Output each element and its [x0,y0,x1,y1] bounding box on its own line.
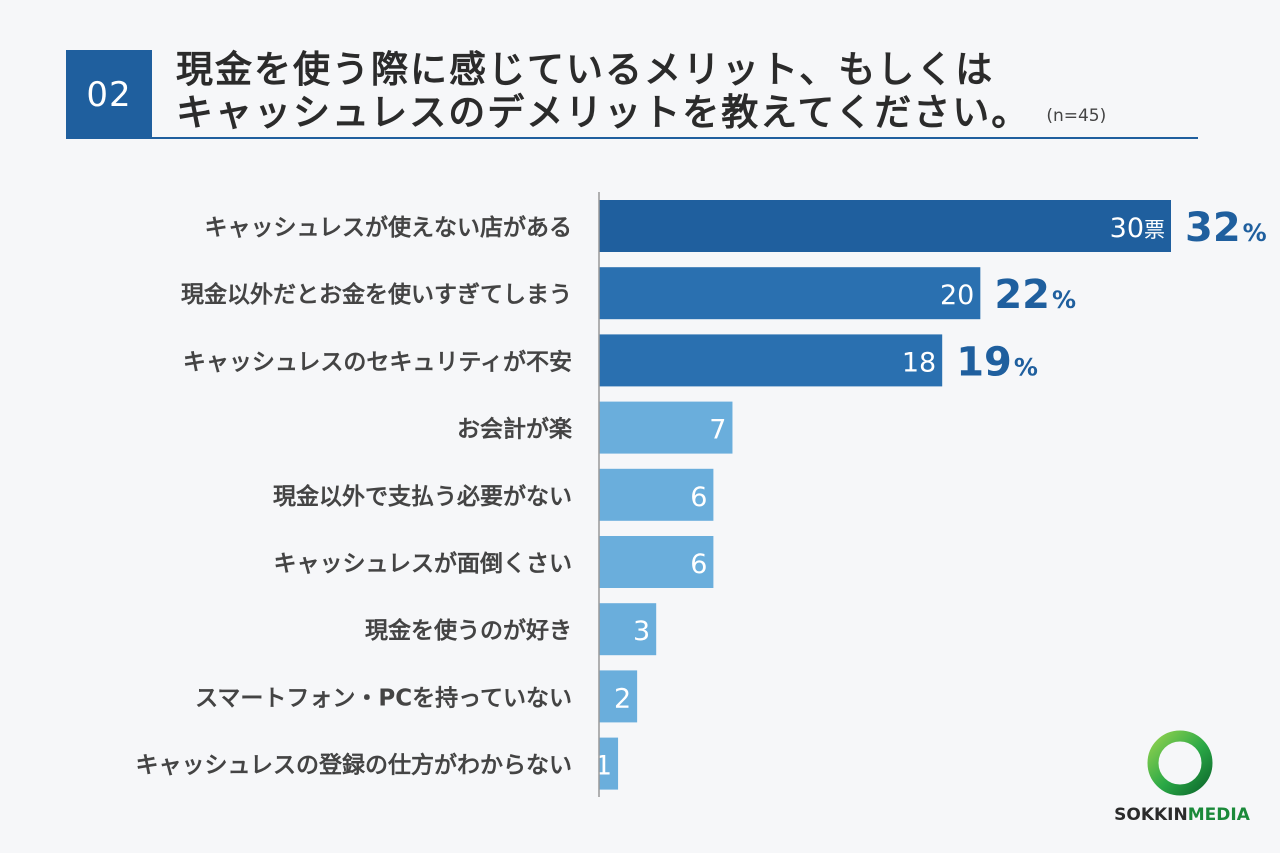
bar [599,670,638,723]
category-label: キャッシュレスが使えない店がある [204,214,572,241]
bar [599,401,733,454]
percent-label: 32% [1185,205,1267,251]
bar [599,737,619,790]
bar [599,536,714,588]
title-line-2-wrap: キャッシュレスのデメリットを教えてください。 (n=45) [176,91,1196,138]
value-label: 20 [940,280,974,311]
value-label: 18 [902,347,936,378]
value-label: 2 [614,683,631,714]
bar [599,468,714,521]
logo-ring-icon [1147,730,1213,796]
chart-header: 02 現金を使う際に感じているメリット、もしくは キャッシュレスのデメリットを教… [66,48,1198,139]
category-label: キャッシュレスが面倒くさい [273,550,572,577]
chart-title: 現金を使う際に感じているメリット、もしくは キャッシュレスのデメリットを教えてく… [176,48,1196,138]
logo-text-sokkin: SOKKIN [1114,805,1188,825]
category-label: お会計が楽 [457,416,572,443]
value-label: 30票 [1110,213,1165,244]
value-label: 6 [690,482,707,513]
category-label: 現金を使うのが好き [365,617,572,644]
value-label: 3 [633,616,650,647]
sample-size-label: (n=45) [1046,106,1107,126]
bar [599,334,943,387]
category-label: キャッシュレスのセキュリティが不安 [183,348,572,375]
logo-text: SOKKINMEDIA [1113,805,1251,825]
value-label: 7 [709,415,726,446]
title-line-1: 現金を使う際に感じているメリット、もしくは [176,48,995,91]
category-label: 現金以外だとお金を使いすぎてしまう [181,281,572,308]
percent-label: 22% [994,272,1076,318]
category-label: 現金以外で支払う必要がない [273,483,572,510]
value-label: 1 [595,751,612,782]
sokkin-media-logo: SOKKINMEDIA [1113,728,1251,828]
title-line-2: キャッシュレスのデメリットを教えてください。 [176,91,1031,134]
category-label: スマートフォン・PCを持っていない [195,685,572,711]
logo-text-media: MEDIA [1187,805,1250,825]
value-label: 6 [690,549,707,580]
question-number-badge: 02 [66,50,152,139]
bar [599,603,657,656]
category-label: キャッシュレスの登録の仕方がわからない [135,752,572,779]
header-divider [66,137,1198,139]
bar [599,200,1171,252]
bar [599,267,981,320]
percent-label: 19% [956,339,1038,385]
